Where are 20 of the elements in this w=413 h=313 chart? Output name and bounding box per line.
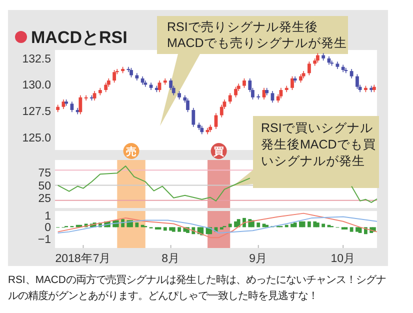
y-tick-label: 1 <box>44 210 51 223</box>
annotation: RSIで買いシグナル発生後MACDでも買いシグナルが発生 <box>261 121 376 168</box>
y-tick-label: 125.0 <box>22 132 51 144</box>
band-label: 買 <box>212 146 224 158</box>
y-tick-label: 50 <box>38 180 51 192</box>
annotation: RSIで売りシグナル発生後MACDでも売りシグナルが発生 <box>167 20 347 50</box>
y-tick-label: 0 <box>44 222 51 234</box>
y-tick-label: 75 <box>38 168 51 180</box>
x-tick-label: 9月 <box>249 252 268 265</box>
y-tick-label: −1 <box>38 234 51 246</box>
x-tick-label: 2018年7月 <box>55 252 112 265</box>
band-label: 売 <box>126 145 137 158</box>
text: RSI、MACDの両方で売買シグナルは発生した時は、めったにないチャンス！シグナルの精度がグンとあがります。どんぴしゃで一致した時を見逃すな！ <box>8 274 386 302</box>
chart-title: MACDとRSI <box>31 28 128 47</box>
x-tick-label: 10月 <box>330 252 356 265</box>
y-tick-label: 127.5 <box>22 106 51 118</box>
y-tick-label: 25 <box>38 192 51 205</box>
x-tick-label: 8月 <box>162 252 180 265</box>
y-tick-label: 132.5 <box>22 53 51 66</box>
y-tick-label: 130.0 <box>22 80 51 92</box>
